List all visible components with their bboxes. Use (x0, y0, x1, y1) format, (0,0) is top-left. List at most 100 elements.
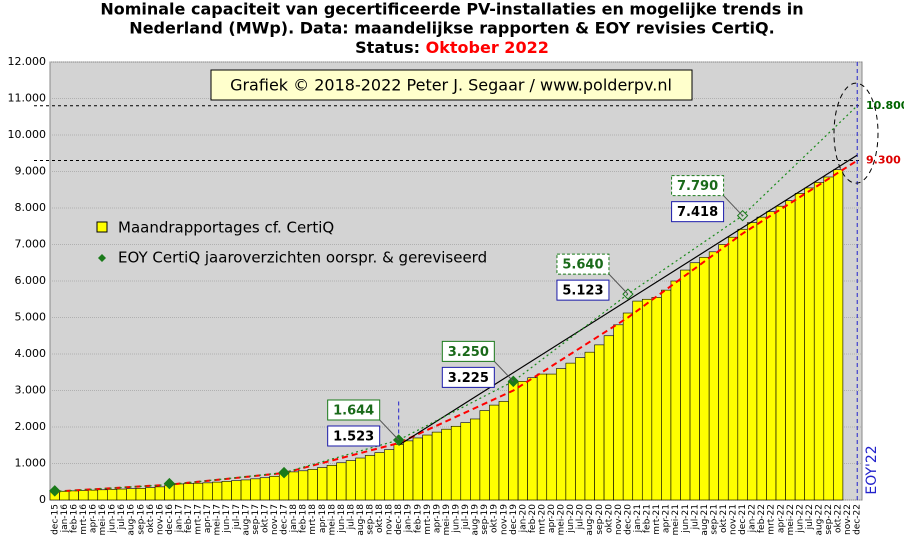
x-tick-label: feb-20 (528, 504, 538, 533)
x-tick-label: dec-16 (165, 504, 175, 535)
bar (708, 251, 720, 501)
bar (727, 236, 739, 501)
x-tick-label: mrt-20 (537, 504, 547, 535)
bar (288, 471, 299, 501)
x-tick-label: mei-17 (213, 504, 223, 536)
callout-leader (723, 195, 743, 217)
x-tick-label: sep-18 (366, 504, 376, 535)
x-tick-label: mei-20 (557, 504, 567, 536)
x-tick-label: jan-20 (518, 504, 528, 534)
bar (823, 176, 834, 501)
bar (804, 187, 815, 501)
x-tick-label: nov-18 (385, 504, 395, 535)
legend-marker (96, 221, 108, 233)
x-tick-label: okt-21 (719, 504, 729, 533)
x-tick-label: aug-16 (127, 504, 137, 536)
bar (441, 428, 452, 501)
x-tick-label: dec-20 (623, 504, 633, 535)
x-tick-label: mei-21 (671, 504, 681, 536)
bar (107, 489, 118, 501)
x-tick-label: jan-22 (748, 504, 758, 533)
x-tick-label: sep-20 (595, 504, 605, 535)
bar (556, 368, 567, 501)
x-tick-label: apr-22 (776, 504, 786, 533)
eoy-label: EOY'22 (864, 445, 880, 494)
x-tick-label: jun-22 (795, 504, 805, 534)
bar (192, 482, 204, 501)
callout-label: 3.225 (448, 371, 489, 386)
y-tick-label: 1.000 (15, 457, 47, 470)
bar (460, 422, 471, 501)
bar (670, 280, 681, 501)
x-tick-label: feb-22 (757, 504, 767, 533)
bar (689, 262, 700, 501)
x-tick-label: jan-18 (289, 504, 299, 534)
status-value: Oktober 2022 (426, 38, 549, 57)
y-tick-label: 4.000 (15, 347, 47, 360)
callout-box (556, 253, 610, 275)
callout-label: 3.250 (448, 345, 489, 360)
y-tick-label: 2.000 (15, 420, 47, 433)
bar (575, 357, 586, 501)
x-tick-label: mei-18 (327, 504, 337, 536)
x-tick-label: jul-18 (346, 504, 356, 531)
bar (546, 373, 557, 501)
x-tick-label: mrt-16 (79, 504, 89, 535)
x-tick-label: mrt-22 (767, 504, 777, 535)
reference-label: 10.800 (866, 99, 904, 112)
bar (785, 200, 796, 501)
x-tick-label: dec-17 (280, 504, 290, 535)
x-tick-label: aug-22 (815, 504, 825, 536)
bar (756, 216, 767, 501)
bar (737, 228, 748, 501)
x-tick-label: aug-19 (471, 504, 481, 536)
x-tick-label: nov-21 (729, 504, 739, 535)
bar (259, 477, 271, 501)
callout-leader (379, 419, 400, 441)
bar (183, 483, 194, 501)
callout-label: 5.123 (562, 284, 603, 299)
chart-title: Nominale capaciteit van gecertificeerde … (100, 0, 803, 19)
x-tick-label: okt-18 (375, 504, 385, 533)
x-tick-label: okt-19 (490, 504, 500, 533)
x-tick-label: apr-16 (88, 504, 98, 533)
x-tick-label: sep-17 (251, 504, 261, 535)
x-tick-label: jan-17 (174, 504, 184, 533)
bar (747, 222, 758, 501)
bar (517, 381, 528, 501)
x-tick-label: apr-20 (547, 504, 557, 533)
bar (813, 182, 825, 501)
bar (221, 481, 232, 501)
y-tick-label: 0 (39, 493, 46, 506)
callout-box (671, 201, 725, 223)
bar (450, 425, 462, 501)
x-tick-label: feb-19 (413, 504, 423, 533)
x-tick-label: dec-15 (50, 504, 60, 535)
callout-label: 7.418 (677, 205, 718, 220)
x-tick-label: aug-18 (356, 504, 366, 536)
bar (269, 475, 280, 501)
bar (384, 449, 395, 501)
x-tick-label: aug-20 (585, 504, 595, 536)
x-tick-label: jun-16 (108, 504, 118, 534)
bar (794, 193, 805, 501)
x-tick-label: nov-19 (499, 504, 509, 535)
x-tick-label: jun-18 (337, 504, 347, 534)
bar (345, 460, 356, 501)
bar (489, 404, 500, 501)
bar (498, 401, 509, 501)
bar (231, 480, 242, 501)
x-tick-label: dec-18 (394, 504, 404, 535)
bar (317, 467, 328, 501)
y-tick-label: 5.000 (15, 311, 47, 324)
bar (422, 434, 433, 501)
y-tick-label: 8.000 (15, 201, 47, 214)
x-tick-label: jul-17 (232, 504, 242, 530)
bar (470, 418, 481, 501)
bar (78, 490, 89, 501)
x-tick-label: jan-16 (60, 504, 70, 534)
x-tick-label: apr-21 (662, 504, 672, 533)
bar (374, 452, 385, 501)
eoy-point (278, 466, 290, 479)
